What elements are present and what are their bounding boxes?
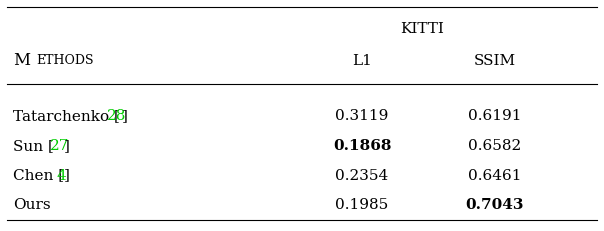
Text: 0.6461: 0.6461 [467,168,521,182]
Text: 4: 4 [57,168,66,182]
Text: Ours: Ours [13,198,51,212]
Text: M: M [13,52,31,69]
Text: KITTI: KITTI [400,22,444,36]
Text: Chen [: Chen [ [13,168,65,182]
Text: 28: 28 [107,109,127,122]
Text: 0.1868: 0.1868 [333,138,391,152]
Text: 0.3119: 0.3119 [335,109,389,122]
Text: 0.6191: 0.6191 [467,109,521,122]
Text: 0.7043: 0.7043 [465,198,524,212]
Text: ]: ] [121,109,127,122]
Text: 27: 27 [50,138,69,152]
Text: SSIM: SSIM [474,54,515,68]
Text: 0.2354: 0.2354 [335,168,389,182]
Text: Sun [: Sun [ [13,138,54,152]
Text: ]: ] [64,138,70,152]
Text: Tatarchenko [: Tatarchenko [ [13,109,120,122]
Text: L1: L1 [352,54,372,68]
Text: 0.6582: 0.6582 [467,138,521,152]
Text: 0.1985: 0.1985 [335,198,389,212]
Text: ETHODS: ETHODS [36,54,94,67]
Text: ]: ] [64,168,70,182]
